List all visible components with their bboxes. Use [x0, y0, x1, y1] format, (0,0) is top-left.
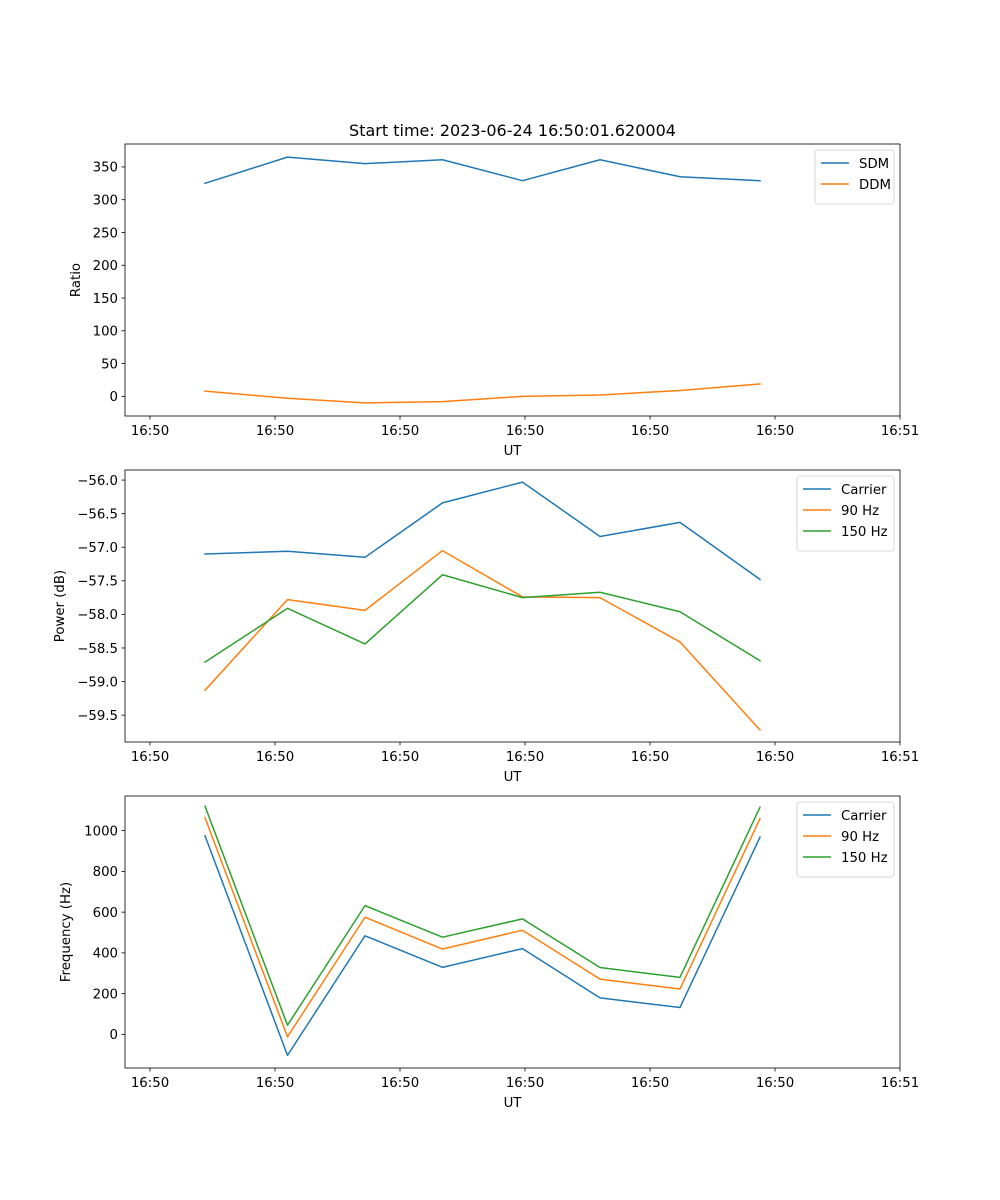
x-tick-label-2-5: 16:50 [631, 750, 669, 765]
x-tick-label-3-7: 16:51 [881, 1076, 919, 1091]
y-tick-label-3-1: 0 [110, 1028, 118, 1043]
y-tick-label-2-2: −59.0 [77, 675, 118, 690]
y-axis-label-3: Frequency (Hz) [59, 882, 74, 982]
x-tick-label-3-1: 16:50 [131, 1076, 169, 1091]
x-tick-label-1-7: 16:51 [881, 424, 919, 439]
legend-box-3 [796, 801, 895, 878]
x-tick-label-3-3: 16:50 [381, 1076, 419, 1091]
legend-label-3-2: 90 Hz [841, 830, 879, 845]
axes-frame-2 [124, 469, 901, 743]
legend-label-2-2: 90 Hz [841, 504, 879, 519]
legend-label-1-2: DDM [859, 178, 891, 193]
y-tick-label-3-3: 400 [93, 947, 118, 962]
axes-frame-3 [124, 795, 901, 1069]
y-tick-label-2-3: −58.5 [77, 642, 118, 657]
y-axis-label-2: Power (dB) [53, 570, 68, 642]
y-tick-label-3-6: 1000 [84, 824, 118, 839]
y-tick-label-1-7: 300 [93, 194, 118, 209]
legend-label-2-3: 150 Hz [841, 525, 888, 540]
legend-label-2-1: Carrier [841, 483, 887, 498]
x-tick-label-3-2: 16:50 [256, 1076, 294, 1091]
series-line-2-1 [204, 481, 762, 581]
series-line-3-1 [204, 834, 761, 1057]
y-axis-label-1: Ratio [69, 263, 84, 297]
x-tick-label-3-4: 16:50 [506, 1076, 544, 1091]
x-tick-label-2-2: 16:50 [256, 750, 294, 765]
series-line-3-2 [204, 816, 761, 1038]
legend-label-1-1: SDM [859, 157, 889, 172]
x-tick-label-2-6: 16:50 [756, 750, 794, 765]
x-axis-label-1: UT [504, 444, 523, 459]
y-tick-label-3-2: 200 [93, 987, 118, 1002]
y-tick-label-1-4: 150 [93, 292, 118, 307]
series-line-2-3 [203, 574, 762, 664]
x-axis-label-3: UT [504, 1096, 523, 1111]
y-tick-label-1-8: 350 [93, 161, 118, 176]
y-tick-label-2-8: −56.0 [77, 474, 118, 489]
y-tick-label-2-7: −56.5 [77, 507, 118, 522]
x-tick-label-1-2: 16:50 [256, 424, 294, 439]
legend-label-3-3: 150 Hz [841, 851, 888, 866]
y-tick-label-3-5: 800 [93, 865, 118, 880]
y-tick-label-2-6: −57.0 [77, 541, 118, 556]
x-tick-label-1-5: 16:50 [631, 424, 669, 439]
y-tick-label-1-1: 0 [110, 390, 118, 405]
legend-3: Carrier 90 Hz 150 Hz [796, 801, 895, 878]
chart-panel-1: 16:50 16:50 16:50 16:50 16:50 16:50 16:51 0 50 10… [69, 143, 919, 459]
legend-box-2 [796, 475, 895, 552]
y-tick-label-2-1: −59.5 [77, 709, 118, 724]
x-tick-label-1-3: 16:50 [381, 424, 419, 439]
x-tick-label-1-4: 16:50 [506, 424, 544, 439]
y-tick-label-1-6: 250 [93, 226, 118, 241]
x-tick-label-1-6: 16:50 [756, 424, 794, 439]
y-tick-label-2-4: −58.0 [77, 608, 118, 623]
x-axis-label-2: UT [504, 770, 523, 785]
figure-title: Start time: 2023-06-24 16:50:01.620004 [349, 121, 676, 140]
y-tick-label-3-4: 600 [93, 906, 118, 921]
y-tick-label-1-2: 50 [101, 357, 118, 372]
axes-frame-1 [124, 143, 901, 417]
x-tick-label-3-5: 16:50 [631, 1076, 669, 1091]
legend-label-3-1: Carrier [841, 809, 887, 824]
series-line-1-2 [204, 383, 761, 404]
x-tick-label-2-4: 16:50 [506, 750, 544, 765]
series-line-3-3 [204, 805, 761, 1026]
y-tick-label-2-5: −57.5 [77, 575, 118, 590]
series-line-2-2 [203, 549, 762, 731]
x-tick-label-2-3: 16:50 [381, 750, 419, 765]
y-tick-label-1-3: 100 [93, 325, 118, 340]
x-tick-label-2-7: 16:51 [881, 750, 919, 765]
x-tick-label-3-6: 16:50 [756, 1076, 794, 1091]
y-tick-label-1-5: 200 [93, 259, 118, 274]
series-line-1-1 [204, 156, 761, 185]
chart-panel-3: 16:50 16:50 16:50 16:50 16:50 16:50 16:51 0 200 4… [59, 795, 919, 1111]
x-tick-label-2-1: 16:50 [131, 750, 169, 765]
x-tick-label-1-1: 16:50 [131, 424, 169, 439]
legend-1: SDM DDM [814, 149, 895, 205]
chart-panel-2: 16:50 16:50 16:50 16:50 16:50 16:50 16:51 −59.5… [53, 469, 919, 785]
legend-2: Carrier 90 Hz 150 Hz [796, 475, 895, 552]
